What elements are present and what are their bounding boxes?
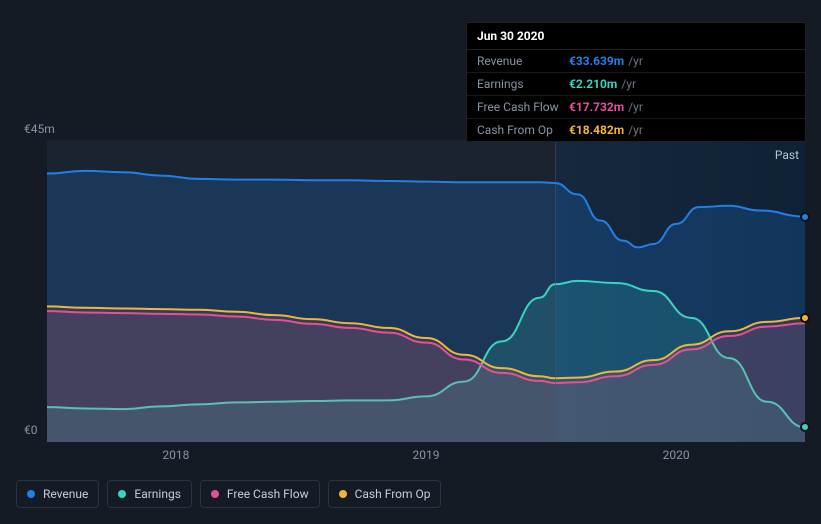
x-axis: 2018 2019 2020 [47,448,805,468]
tooltip-label: Earnings [477,77,569,91]
tooltip-label: Cash From Op [477,123,569,137]
legend-label: Revenue [43,487,88,501]
tooltip-row: Earnings€2.210m/yr [467,73,805,96]
tooltip-unit: /yr [628,100,643,114]
chart-tooltip: Jun 30 2020 Revenue€33.639m/yrEarnings€2… [466,22,806,142]
tooltip-unit: /yr [628,123,643,137]
legend-label: Free Cash Flow [227,487,309,501]
legend-label: Cash From Op [355,487,431,501]
legend: Revenue Earnings Free Cash Flow Cash From O… [16,480,441,508]
legend-item[interactable]: Earnings [107,480,192,508]
legend-dot-icon [118,490,126,498]
tooltip-date: Jun 30 2020 [467,23,805,50]
tooltip-value: €2.210m [569,77,617,91]
legend-item[interactable]: Free Cash Flow [200,480,320,508]
tooltip-value: €33.639m [569,54,624,68]
tooltip-value: €18.482m [569,123,624,137]
tooltip-row: Cash From Op€18.482m/yr [467,119,805,141]
cursor-line [555,140,556,442]
tooltip-label: Revenue [477,54,569,68]
x-axis-tick: 2018 [162,448,189,462]
series-marker-cfo [800,313,810,323]
past-label: Past [775,148,799,162]
legend-item[interactable]: Revenue [16,480,99,508]
legend-dot-icon [211,490,219,498]
tooltip-unit: /yr [628,54,643,68]
legend-dot-icon [339,490,347,498]
tooltip-row: Free Cash Flow€17.732m/yr [467,96,805,119]
tooltip-unit: /yr [621,77,636,91]
tooltip-value: €17.732m [569,100,624,114]
y-axis-min-label: €0 [24,423,38,437]
y-axis-max-label: €45m [24,122,55,136]
x-axis-tick: 2020 [663,448,690,462]
chart-area[interactable] [47,140,805,442]
x-axis-tick: 2019 [413,448,440,462]
chart-svg [47,140,805,442]
legend-dot-icon [27,490,35,498]
tooltip-label: Free Cash Flow [477,100,569,114]
legend-item[interactable]: Cash From Op [328,480,442,508]
legend-label: Earnings [134,487,181,501]
series-marker-earnings [800,422,810,432]
tooltip-row: Revenue€33.639m/yr [467,50,805,73]
series-marker-revenue [800,212,810,222]
